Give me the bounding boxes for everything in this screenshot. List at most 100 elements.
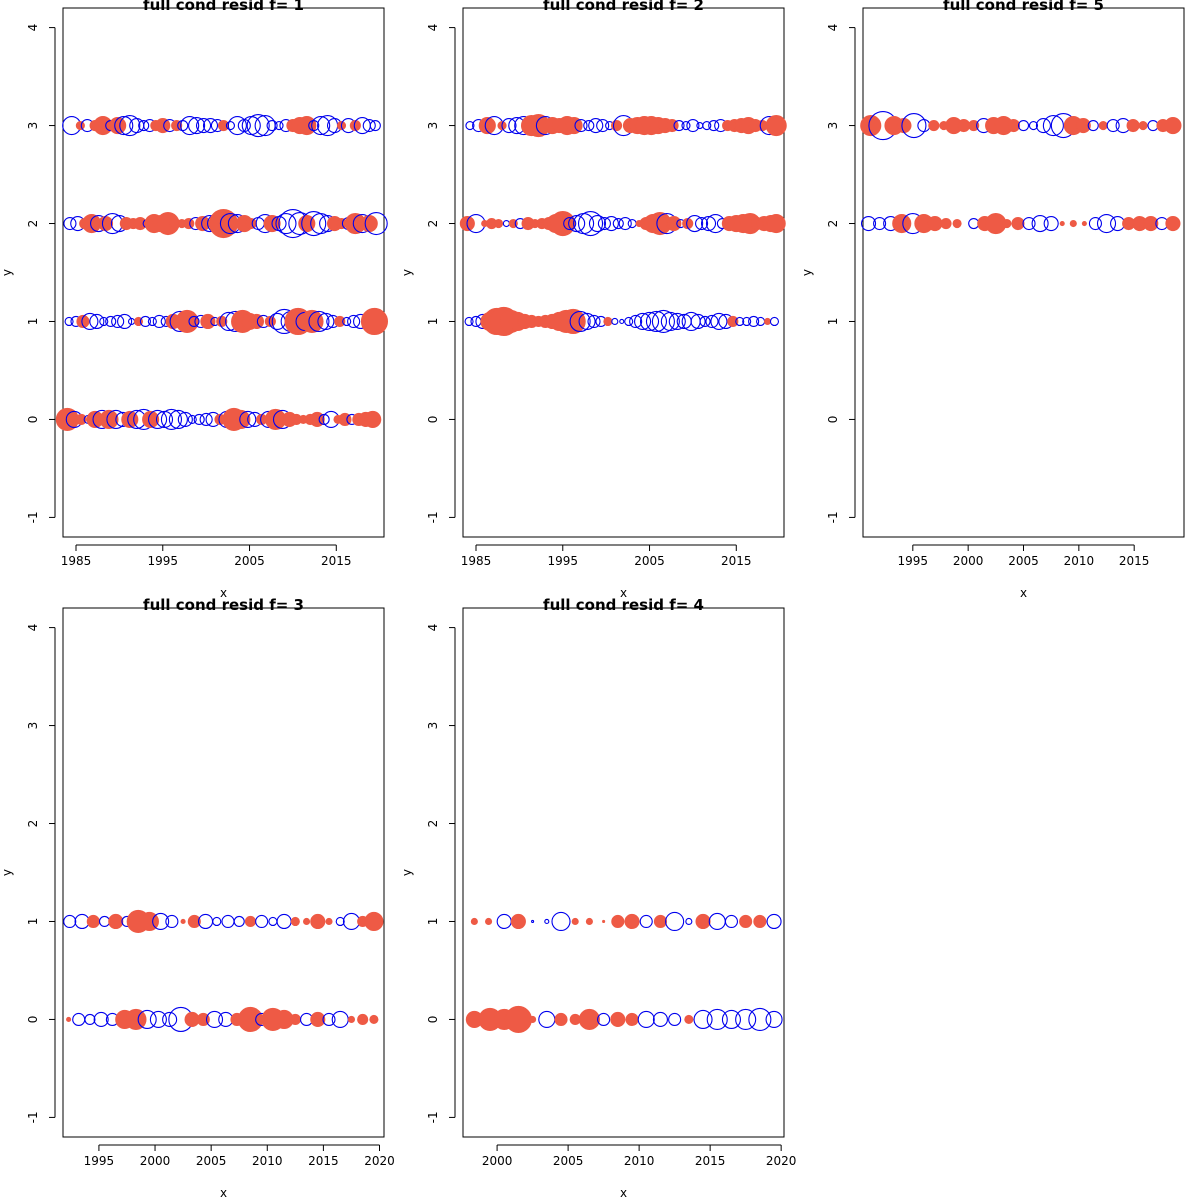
residual-point-positive bbox=[121, 410, 139, 428]
x-tick-label: 2000 bbox=[140, 1154, 171, 1168]
residual-point-negative bbox=[347, 314, 361, 329]
residual-point-negative bbox=[1087, 120, 1099, 132]
residual-point-positive bbox=[244, 915, 256, 928]
residual-point-positive bbox=[155, 118, 171, 134]
residual-point-negative bbox=[587, 314, 601, 329]
residual-point-positive bbox=[99, 409, 119, 429]
x-axis-label: x bbox=[1020, 586, 1027, 600]
residual-point-positive bbox=[231, 409, 251, 429]
y-tick-label: 3 bbox=[26, 722, 40, 730]
residual-point-positive bbox=[334, 315, 346, 328]
residual-point-negative bbox=[629, 314, 643, 329]
residual-point-negative bbox=[860, 215, 877, 232]
y-tick-label: 2 bbox=[426, 220, 440, 228]
x-tick-label: 2000 bbox=[953, 554, 984, 568]
residual-point-positive bbox=[187, 914, 201, 929]
x-axis-label: x bbox=[220, 586, 227, 600]
y-tick-label: 1 bbox=[426, 918, 440, 926]
residual-point-negative bbox=[199, 412, 213, 426]
residual-point-negative bbox=[168, 409, 188, 429]
residual-point-positive bbox=[360, 214, 378, 233]
residual-point-negative bbox=[99, 316, 109, 327]
residual-point-negative bbox=[1096, 213, 1117, 234]
residual-point-negative bbox=[652, 1011, 668, 1027]
residual-point-negative bbox=[63, 216, 77, 231]
residual-point-positive bbox=[940, 217, 952, 230]
y-tick-label: 4 bbox=[26, 24, 40, 32]
y-tick-label: 3 bbox=[426, 122, 440, 130]
x-tick-label: 2000 bbox=[482, 1154, 513, 1168]
residual-point-negative bbox=[573, 212, 595, 235]
residual-point-negative bbox=[64, 316, 74, 327]
residual-point-positive bbox=[1126, 119, 1140, 133]
residual-point-negative bbox=[369, 120, 381, 132]
y-tick-label: 4 bbox=[426, 24, 440, 32]
residual-point-positive bbox=[183, 217, 195, 230]
residual-point-positive bbox=[727, 315, 739, 328]
residual-point-negative bbox=[673, 120, 685, 132]
y-tick-label: 0 bbox=[26, 416, 40, 424]
residual-point-positive bbox=[554, 1012, 568, 1026]
plot-frame bbox=[62, 607, 385, 1138]
residual-point-positive bbox=[753, 914, 767, 929]
residual-point-positive bbox=[310, 1011, 326, 1027]
residual-point-negative bbox=[227, 116, 247, 136]
residual-point-positive bbox=[369, 1014, 379, 1024]
residual-point-positive bbox=[494, 218, 504, 229]
residual-point-positive bbox=[300, 309, 324, 334]
residual-point-positive bbox=[763, 317, 772, 326]
residual-point-negative bbox=[162, 1011, 178, 1027]
x-tick-label: 2020 bbox=[766, 1154, 797, 1168]
chart-panel-4: full cond resid f= 3 1995 2000 2005 2010 2015… bbox=[0, 596, 395, 1200]
residual-point-negative bbox=[690, 313, 706, 330]
residual-point-negative bbox=[147, 316, 157, 327]
plot-frame bbox=[862, 7, 1185, 538]
x-tick-label: 2015 bbox=[721, 554, 752, 568]
residual-point-negative bbox=[668, 1012, 682, 1026]
y-axis-label: y bbox=[400, 869, 414, 876]
residual-point-negative bbox=[149, 1010, 167, 1028]
residual-point-negative bbox=[769, 316, 780, 327]
residual-point-positive bbox=[968, 120, 980, 132]
residual-point-negative bbox=[1017, 120, 1030, 132]
residual-point-negative bbox=[152, 314, 166, 329]
residual-point-positive bbox=[180, 918, 186, 925]
y-tick-label: 4 bbox=[826, 24, 840, 32]
residual-point-negative bbox=[917, 119, 931, 133]
residual-point-negative bbox=[686, 214, 704, 233]
residual-point-negative bbox=[1028, 121, 1039, 131]
residual-point-negative bbox=[624, 316, 634, 327]
residual-point-negative bbox=[588, 118, 604, 134]
chart-title: full cond resid f= 1 bbox=[143, 0, 304, 14]
residual-point-positive bbox=[109, 117, 127, 135]
residual-point-negative bbox=[700, 215, 717, 232]
residual-point-positive bbox=[364, 911, 384, 932]
x-tick-label: 1995 bbox=[547, 554, 578, 568]
plot-frame bbox=[462, 607, 785, 1138]
residual-point-negative bbox=[148, 409, 168, 429]
y-tick-label: -1 bbox=[26, 511, 40, 523]
y-tick-label: 0 bbox=[426, 416, 440, 424]
y-tick-label: -1 bbox=[426, 511, 440, 523]
residual-point-negative bbox=[968, 217, 980, 230]
chart-title: full cond resid f= 4 bbox=[543, 596, 704, 614]
residual-point-negative bbox=[596, 119, 610, 133]
residual-point-negative bbox=[212, 916, 222, 927]
residual-point-negative bbox=[105, 315, 117, 328]
residual-point-negative bbox=[756, 316, 766, 327]
chart-title: full cond resid f= 2 bbox=[543, 0, 704, 14]
residual-point-negative bbox=[89, 313, 105, 330]
residual-point-negative bbox=[1088, 216, 1102, 231]
residual-point-negative bbox=[72, 1012, 86, 1026]
residual-point-negative bbox=[301, 210, 327, 237]
residual-point-positive bbox=[142, 410, 160, 428]
residual-point-negative bbox=[708, 120, 720, 132]
y-tick-label: 3 bbox=[26, 122, 40, 130]
residual-point-negative bbox=[501, 118, 517, 134]
residual-point-negative bbox=[742, 316, 752, 327]
residual-point-negative bbox=[681, 121, 691, 131]
residual-point-positive bbox=[485, 917, 493, 926]
residual-point-positive bbox=[357, 1013, 369, 1025]
residual-point-negative bbox=[318, 413, 330, 425]
